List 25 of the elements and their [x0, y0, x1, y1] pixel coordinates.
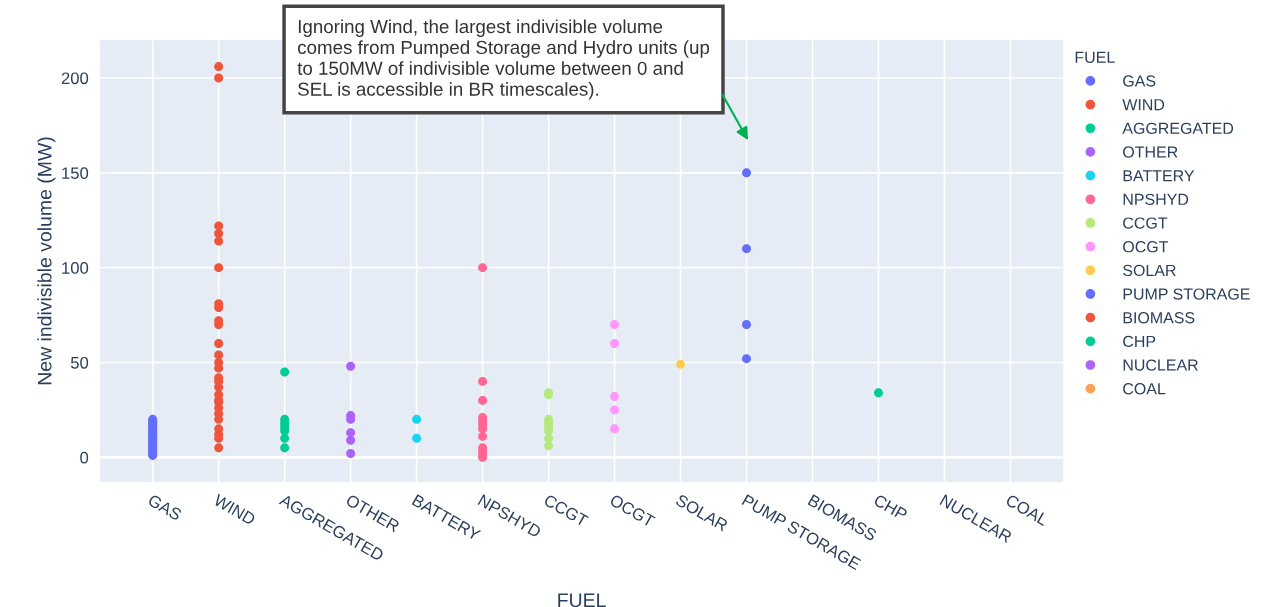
legend-label: NPSHYD: [1123, 193, 1189, 206]
y-tick-label: 0: [80, 451, 89, 464]
y-tick-label: 50: [70, 356, 89, 369]
y-tick-label: 150: [62, 167, 89, 180]
legend-label: CHP: [1123, 335, 1156, 348]
legend-label: SOLAR: [1123, 264, 1176, 277]
legend-label: GAS: [1123, 75, 1156, 87]
legend-label: PUMP STORAGE: [1123, 288, 1250, 300]
legend-label: BATTERY: [1123, 170, 1195, 182]
annotation: Ignoring Wind, the largest indivisible volume comes from Pumped Storage and Hydro units (up to 150MW of indivisible volume between 0 and SEL is accessible in BR timescales).: [297, 19, 710, 100]
x-tick-label: CHP: [873, 493, 908, 521]
y-tick-label: 200: [61, 72, 89, 85]
y-tick-label: 100: [62, 262, 89, 274]
legend-label: COAL: [1123, 383, 1166, 395]
legend-label: NUCLEAR: [1123, 359, 1198, 371]
x-tick-label: GAS: [147, 493, 183, 521]
legend-label: OTHER: [1123, 146, 1178, 158]
legend-label: OCGT: [1123, 241, 1169, 253]
legend-label: AGGREGATED: [1122, 122, 1234, 134]
legend-label: BIOMASS: [1123, 312, 1195, 324]
legend-title: FUEL: [1075, 51, 1115, 63]
y-axis-title: New indivisible volume (MW): [37, 137, 56, 385]
x-axis-title: FUEL: [558, 593, 606, 607]
legend-label: CCGT: [1123, 217, 1168, 229]
legend-label: WIND: [1122, 99, 1165, 111]
